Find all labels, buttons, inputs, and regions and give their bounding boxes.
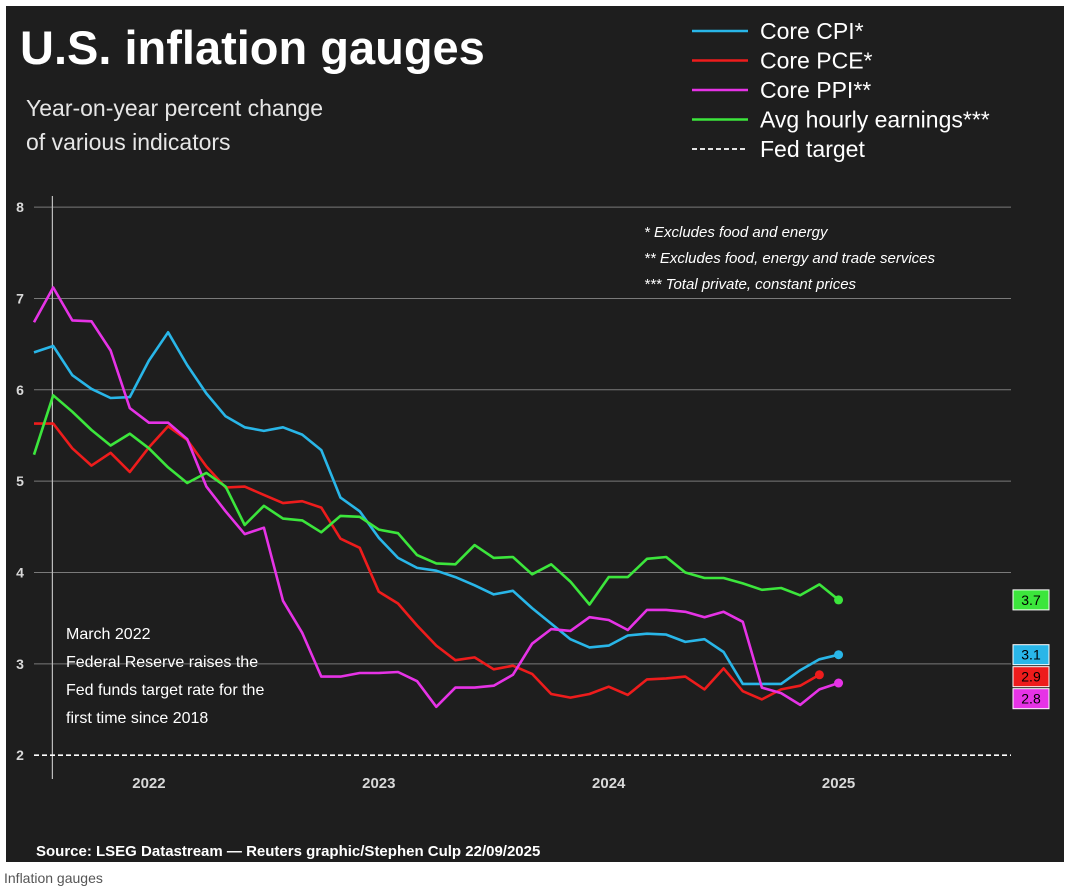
series-line — [34, 422, 821, 701]
annotation-line: Federal Reserve raises the — [66, 654, 258, 671]
chart-title: U.S. inflation gauges — [20, 21, 485, 74]
x-tick-label: 2023 — [362, 775, 395, 792]
series-end-dot — [834, 650, 844, 660]
series-line — [32, 286, 840, 709]
y-tick-label: 4 — [16, 564, 24, 580]
footnotes: * Excludes food and energy ** Excludes fo… — [636, 218, 1006, 298]
chart-panel: 2 3 4 5 6 7 8 2022 2023 2024 2025 3.7 3.1 2.9 2.8 U.S… — [6, 6, 1064, 862]
series-line — [32, 394, 840, 606]
end-value-badge-box — [1012, 666, 1050, 688]
legend-label: Avg hourly earnings*** — [760, 107, 990, 133]
series-line — [33, 331, 839, 686]
end-value-badge: 3.7 — [1012, 589, 1050, 611]
end-value-badge: 2.8 — [1012, 688, 1050, 710]
fed-annotation: March 2022 Federal Reserve raises the Fed … — [66, 626, 264, 727]
end-value-label: 3.7 — [1021, 592, 1041, 608]
end-value-badge: 2.9 — [1012, 666, 1050, 688]
end-value-badge-box — [1012, 688, 1050, 710]
series-end-dot — [834, 595, 844, 605]
y-tick-label: 3 — [16, 656, 24, 672]
series-end-dot — [834, 678, 844, 688]
end-value-badge-box — [1012, 644, 1050, 666]
inflation-chart: 2 3 4 5 6 7 8 2022 2023 2024 2025 3.7 3.1 2.9 2.8 U.S… — [16, 18, 1050, 860]
annotation-line: March 2022 — [66, 626, 151, 643]
footnote-line: *** Total private, constant prices — [644, 276, 857, 293]
figure-caption: Inflation gauges — [4, 870, 103, 886]
source-line: Source: LSEG Datastream — Reuters graphi… — [36, 843, 540, 860]
chart-subtitle-line-2: of various indicators — [26, 129, 231, 155]
y-tick-label: 7 — [16, 290, 24, 306]
annotation-line: Fed funds target rate for the — [66, 682, 264, 699]
series-end-dot — [814, 670, 824, 680]
legend-label: Core CPI* — [760, 18, 864, 44]
end-value-badge: 3.1 — [1012, 644, 1050, 666]
legend-label: Core PCE* — [760, 48, 873, 74]
y-tick-label: 8 — [16, 199, 24, 215]
x-tick-label: 2024 — [592, 775, 626, 792]
notes-background — [636, 218, 1006, 298]
y-tick-label: 2 — [16, 747, 24, 763]
end-value-label: 2.8 — [1021, 691, 1041, 707]
y-tick-label: 6 — [16, 382, 24, 398]
chart-subtitle-line-1: Year-on-year percent change — [26, 95, 323, 121]
x-tick-label: 2022 — [132, 775, 165, 792]
end-value-label: 2.9 — [1021, 669, 1041, 685]
end-value-badge-box — [1012, 589, 1050, 611]
annotation-line: first time since 2018 — [66, 710, 208, 727]
legend-label: Core PPI** — [760, 77, 871, 103]
end-value-label: 3.1 — [1021, 647, 1041, 663]
x-tick-label: 2025 — [822, 775, 855, 792]
y-tick-label: 5 — [16, 473, 24, 489]
footnote-line: * Excludes food and energy — [644, 224, 829, 241]
legend-label: Fed target — [760, 136, 865, 162]
footnote-line: ** Excludes food, energy and trade servi… — [644, 250, 935, 267]
chart-legend: Core CPI* Core PCE* Core PPI** Avg hourly e… — [692, 18, 990, 162]
